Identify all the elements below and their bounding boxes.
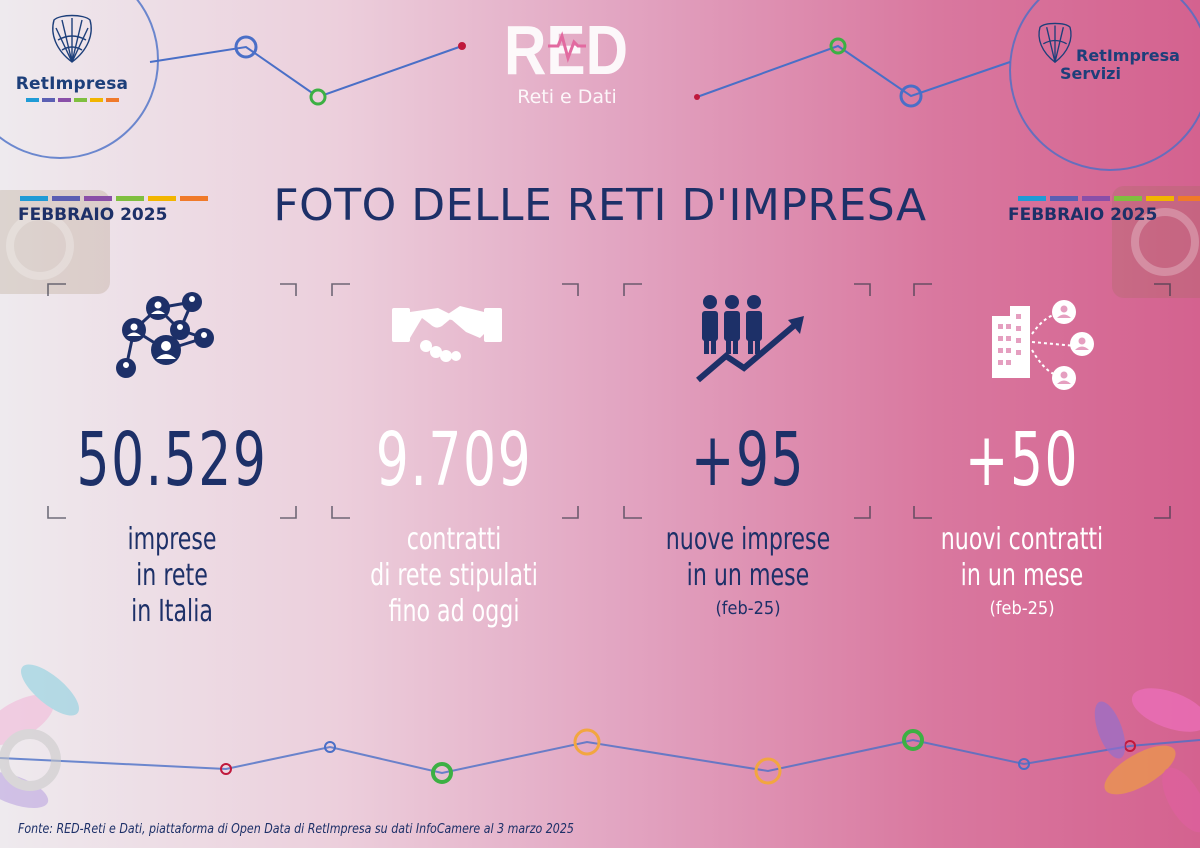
stat-number: +50	[964, 417, 1080, 503]
stat-label-line: in Italia	[131, 594, 213, 629]
date-left: FEBBRAIO 2025	[18, 205, 168, 225]
people-growth-icon	[696, 295, 804, 383]
page-title: FOTO DELLE RETI D'IMPRESA	[273, 180, 927, 231]
stat-number: 50.529	[76, 417, 268, 503]
red-reti-e-dati-logo[interactable]: RED Reti e Dati	[497, 11, 637, 108]
stat-label-line: in rete	[136, 558, 208, 593]
network-people-icon	[116, 292, 214, 378]
stat-label-line: contratti	[406, 522, 502, 557]
stat-label-line: nuove imprese	[665, 522, 831, 557]
retimpresa-servizi-line1: RetImpresa	[1076, 46, 1180, 65]
handshake-icon	[392, 306, 502, 362]
source-note: Fonte: RED-Reti e Dati, piattaforma di O…	[18, 822, 574, 837]
date-color-bars-left	[20, 196, 208, 201]
confindustria-shell-icon	[52, 14, 92, 63]
stat-label-line: in un mese	[686, 558, 810, 593]
retimpresa-logo-text: RetImpresa	[15, 74, 129, 94]
stat-label-line: di rete stipulati	[370, 558, 538, 593]
building-connections-icon	[992, 300, 1094, 390]
brand-color-bar	[12, 98, 132, 102]
retimpresa-logo[interactable]: RetImpresa	[12, 10, 132, 102]
stat-period: (feb-25)	[715, 598, 781, 619]
stat-number: 9.709	[375, 417, 533, 503]
stat-period: (feb-25)	[989, 598, 1055, 619]
stat-label-line: fino ad oggi	[388, 594, 520, 629]
stat-nuovi-contratti: +50 nuovi contratti in un mese (feb-25)	[892, 420, 1152, 620]
stat-nuove-imprese: +95 nuove imprese in un mese (feb-25)	[618, 420, 878, 620]
stat-imprese-in-rete: 50.529 imprese in rete in Italia	[42, 420, 302, 630]
red-logo-mark: RED	[504, 11, 628, 89]
stat-label-line: in un mese	[960, 558, 1084, 593]
stat-label-line: nuovi contratti	[940, 522, 1104, 557]
stat-number: +95	[690, 417, 806, 503]
retimpresa-servizi-line2: Servizi	[1060, 64, 1121, 83]
date-right: FEBBRAIO 2025	[1008, 205, 1158, 225]
stat-label-line: imprese	[127, 522, 217, 557]
date-color-bars-right	[1018, 196, 1200, 201]
red-logo-tagline: Reti e Dati	[517, 86, 617, 108]
stat-contratti-di-rete: 9.709 contratti di rete stipulati fino a…	[324, 420, 584, 630]
confindustria-shell-icon-right	[1038, 22, 1072, 64]
